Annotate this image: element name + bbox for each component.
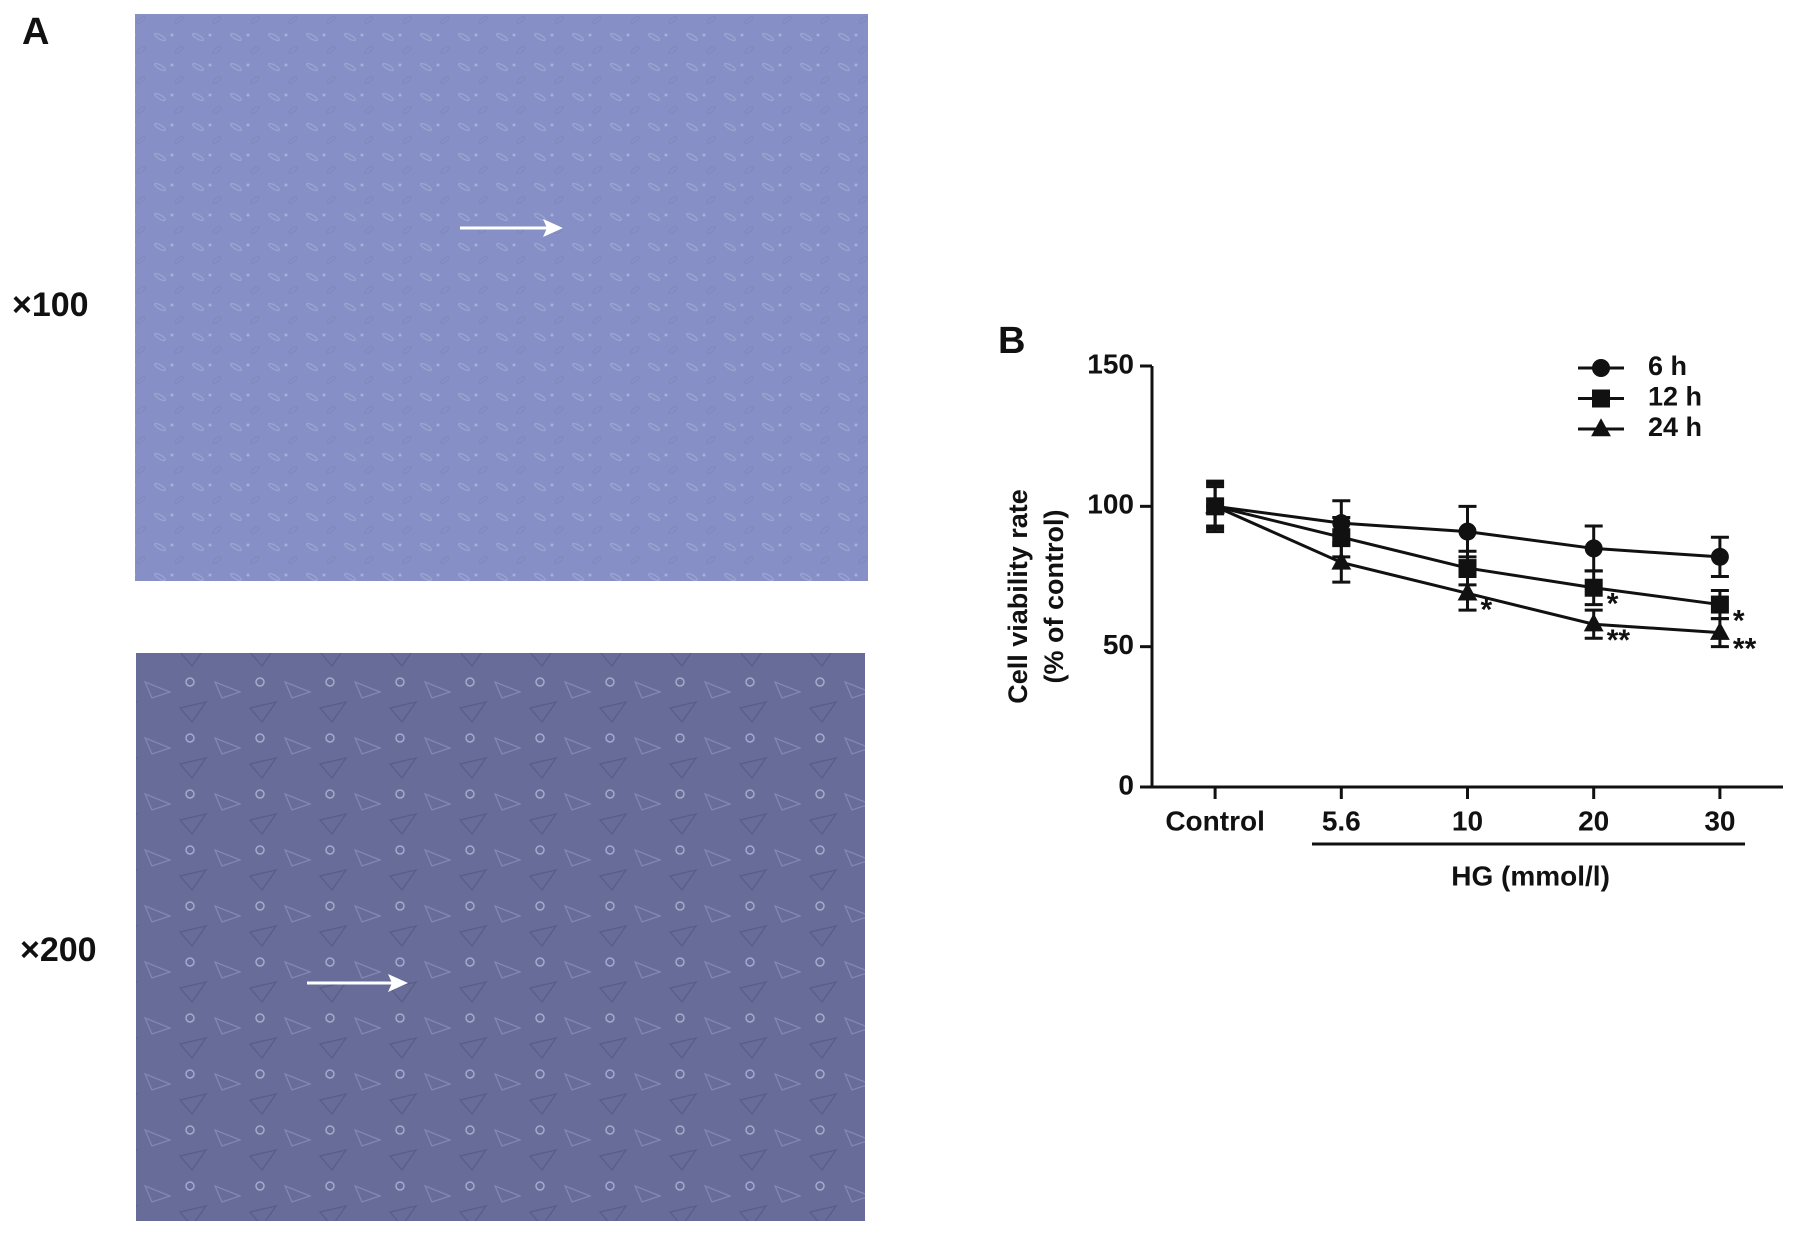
magnification-label: ×200 <box>20 931 97 969</box>
y-tick-label: 50 <box>1103 629 1134 660</box>
significance-label: ** <box>1607 624 1631 657</box>
x-tick-label: Control <box>1165 805 1265 836</box>
panel-label: B <box>998 320 1025 362</box>
marker <box>1584 578 1603 597</box>
marker <box>1710 547 1729 566</box>
y-tick-label: 100 <box>1087 489 1134 520</box>
significance-label: * <box>1607 588 1619 621</box>
micrograph-bottom <box>136 653 865 1221</box>
marker <box>1205 495 1225 514</box>
x-tick-label: 30 <box>1704 805 1735 836</box>
marker <box>1710 595 1729 614</box>
panel-label: A <box>22 11 49 53</box>
legend-label: 24 h <box>1648 412 1702 442</box>
significance-label: ** <box>1733 633 1757 666</box>
x-tick-label: 5.6 <box>1322 805 1361 836</box>
magnification-label: ×100 <box>12 286 89 324</box>
legend-marker <box>1591 418 1611 437</box>
y-axis-label: (% of control) <box>1039 510 1069 684</box>
y-axis-label: Cell viability rate <box>1003 489 1033 704</box>
marker <box>1584 539 1603 558</box>
legend-label: 6 h <box>1648 351 1687 381</box>
marker <box>1583 613 1604 632</box>
y-tick-label: 150 <box>1087 348 1134 379</box>
legend-marker <box>1592 359 1610 377</box>
marker <box>1458 522 1477 541</box>
marker <box>1710 621 1730 640</box>
marker <box>1457 582 1478 601</box>
marker <box>1458 559 1477 578</box>
significance-label: * <box>1481 593 1493 626</box>
y-tick-label: 0 <box>1118 769 1134 800</box>
x-tick-label: 10 <box>1452 805 1483 836</box>
x-tick-label: 20 <box>1578 805 1609 836</box>
legend-label: 12 h <box>1648 382 1702 412</box>
marker <box>1331 551 1352 570</box>
micrograph-top <box>135 14 868 581</box>
legend-marker <box>1592 389 1610 408</box>
significance-label: * <box>1733 604 1745 637</box>
x-axis-label: HG (mmol/l) <box>1451 860 1610 891</box>
